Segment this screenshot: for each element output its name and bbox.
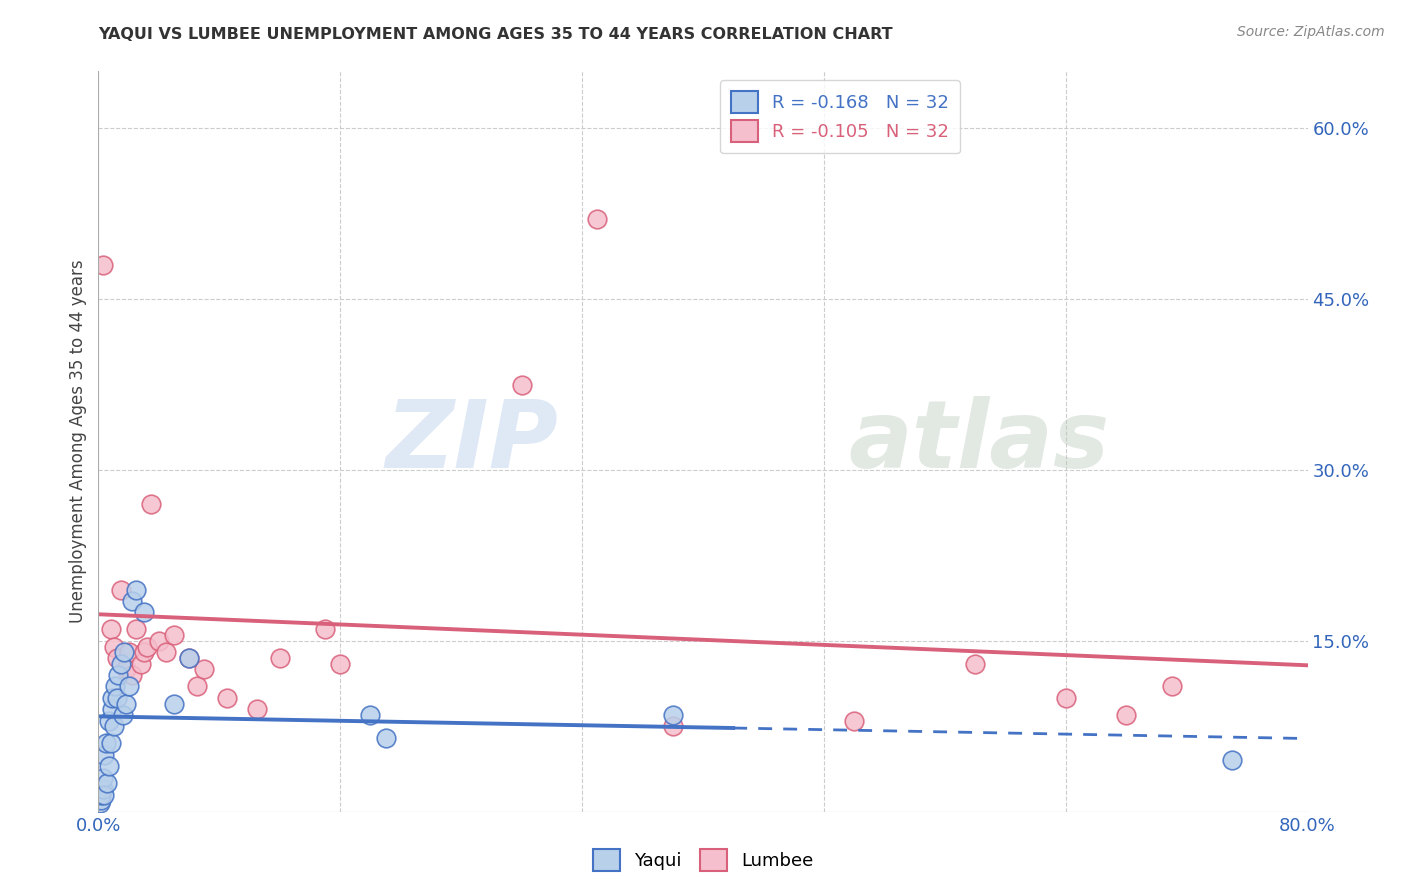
Point — [101, 690, 124, 705]
Point — [90, 793, 112, 807]
Text: Source: ZipAtlas.com: Source: ZipAtlas.com — [1237, 25, 1385, 39]
Point — [148, 633, 170, 648]
Point — [103, 719, 125, 733]
Point — [129, 657, 152, 671]
Point — [107, 668, 129, 682]
Y-axis label: Unemployment Among Ages 35 to 44 years: Unemployment Among Ages 35 to 44 years — [69, 260, 87, 624]
Point — [193, 662, 215, 676]
Point — [105, 690, 128, 705]
Point — [360, 707, 382, 722]
Point — [101, 702, 124, 716]
Text: ZIP: ZIP — [385, 395, 558, 488]
Point — [91, 781, 114, 796]
Point — [94, 736, 117, 750]
Legend: Yaqui, Lumbee: Yaqui, Lumbee — [585, 842, 821, 879]
Point — [110, 657, 132, 671]
Point — [965, 657, 987, 671]
Legend: R = -0.168   N = 32, R = -0.105   N = 32: R = -0.168 N = 32, R = -0.105 N = 32 — [720, 80, 960, 153]
Text: atlas: atlas — [848, 395, 1109, 488]
Point — [111, 707, 134, 722]
Point — [125, 582, 148, 597]
Point — [246, 702, 269, 716]
Point — [179, 651, 201, 665]
Point — [114, 662, 136, 676]
Point — [121, 668, 143, 682]
Point — [132, 606, 155, 620]
Point — [135, 640, 157, 654]
Point — [1220, 754, 1243, 768]
Point — [1160, 680, 1182, 694]
Point — [100, 623, 122, 637]
Point — [105, 651, 128, 665]
Point — [91, 258, 114, 272]
Point — [132, 645, 155, 659]
Point — [125, 623, 148, 637]
Point — [186, 680, 208, 694]
Point — [163, 628, 186, 642]
Point — [89, 796, 111, 810]
Point — [586, 212, 609, 227]
Point — [103, 640, 125, 654]
Point — [510, 377, 533, 392]
Point — [1054, 690, 1077, 705]
Point — [141, 497, 163, 511]
Point — [844, 714, 866, 728]
Point — [374, 731, 396, 745]
Text: YAQUI VS LUMBEE UNEMPLOYMENT AMONG AGES 35 TO 44 YEARS CORRELATION CHART: YAQUI VS LUMBEE UNEMPLOYMENT AMONG AGES … — [98, 27, 893, 42]
Point — [96, 776, 118, 790]
Point — [118, 680, 141, 694]
Point — [661, 719, 683, 733]
Point — [91, 771, 114, 785]
Point — [118, 645, 141, 659]
Point — [329, 657, 352, 671]
Point — [93, 747, 115, 762]
Point — [98, 714, 121, 728]
Point — [98, 759, 121, 773]
Point — [90, 788, 112, 802]
Point — [121, 594, 143, 608]
Point — [215, 690, 238, 705]
Point — [93, 788, 115, 802]
Point — [155, 645, 177, 659]
Point — [179, 651, 201, 665]
Point — [104, 680, 127, 694]
Point — [314, 623, 336, 637]
Point — [112, 645, 135, 659]
Point — [114, 697, 136, 711]
Point — [163, 697, 186, 711]
Point — [110, 582, 132, 597]
Point — [1115, 707, 1137, 722]
Point — [661, 707, 683, 722]
Point — [269, 651, 291, 665]
Point — [100, 736, 122, 750]
